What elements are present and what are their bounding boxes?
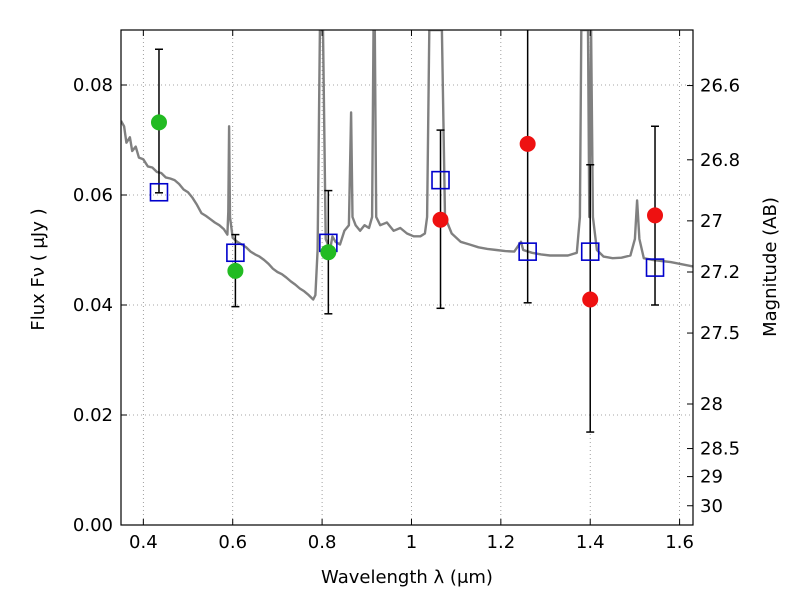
x-axis-title: Wavelength λ (μm) [321, 567, 493, 588]
observed-point [582, 291, 599, 308]
y-axis-title: Flux Fν ( μJy ) [28, 208, 49, 330]
x-tick-label: 1 [406, 532, 417, 553]
observed-point [227, 262, 244, 279]
observed-photometry [150, 114, 664, 308]
right-tick-label: 28.5 [700, 439, 740, 460]
right-tick-label: 27.2 [700, 262, 740, 283]
plot-frame [120, 29, 694, 526]
model-point [431, 170, 450, 190]
right-tick-label: 27 [700, 211, 723, 232]
spectrum-line [121, 30, 693, 301]
x-tick-label: 1.6 [665, 532, 694, 553]
observed-point [150, 114, 167, 131]
axis-ticks: 0.4 0.6 0.8 1 1.2 1.4 1.6 0.00 0.02 0.04 0.06 0.08 2… [73, 30, 740, 553]
model-point [149, 182, 169, 202]
x-tick-label: 0.4 [129, 532, 158, 553]
x-tick-label: 1.4 [576, 532, 605, 553]
right-tick-label: 26.8 [700, 150, 740, 171]
model-point [645, 258, 665, 277]
x-tick-label: 0.6 [218, 532, 247, 553]
y-tick-label: 0.00 [73, 515, 113, 536]
model-point [226, 243, 245, 263]
model-point [580, 242, 600, 261]
right-tick-label: 29 [700, 467, 723, 488]
model-point [518, 242, 537, 261]
y-tick-label: 0.04 [73, 295, 113, 316]
observed-point [320, 244, 337, 261]
x-tick-label: 0.8 [308, 532, 337, 553]
grid [121, 30, 693, 526]
observed-point [432, 211, 449, 228]
right-tick-label: 27.5 [700, 323, 740, 344]
right-tick-label: 26.6 [700, 76, 740, 97]
x-tick-label: 1.2 [487, 532, 516, 553]
y-tick-label: 0.06 [73, 185, 113, 206]
right-tick-label: 30 [700, 496, 723, 517]
right-axis-title: Magnitude (AB) [760, 197, 781, 337]
model-photometry [149, 170, 665, 277]
y-tick-label: 0.02 [73, 405, 113, 426]
observed-point [519, 135, 536, 152]
right-tick-label: 28 [700, 394, 723, 415]
model-spectrum [121, 30, 693, 301]
y-tick-label: 0.08 [73, 75, 113, 96]
observed-point [647, 207, 664, 224]
